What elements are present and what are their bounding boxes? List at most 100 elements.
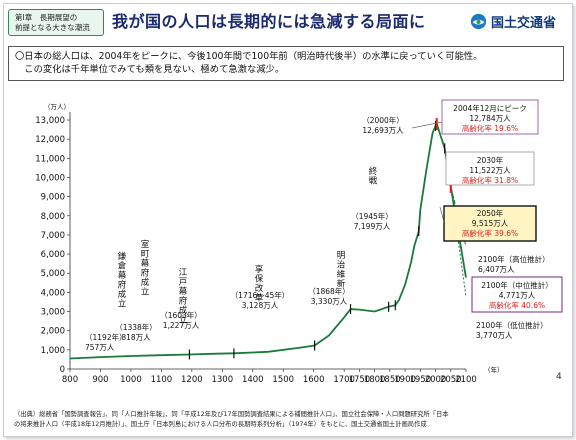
annotation-muromachi-label: 立	[141, 287, 150, 298]
annotation-edo-value: 1,227万人	[163, 321, 200, 330]
annotation-meiji-label: 明	[337, 251, 346, 261]
annotation-high-value: 6,407万人	[478, 265, 515, 274]
peak-box-text: 12,784万人	[469, 114, 511, 123]
logo-text: 国土交通省	[491, 16, 557, 31]
annotation-kyoho-value: 3,128万人	[242, 301, 279, 310]
summary-line2: この変化は千年単位でみても類を見ない、極めて急激な減少。	[15, 64, 285, 75]
chapter-badge: 第Ⅰ章 長期展望の 前提となる大きな潮流	[8, 9, 104, 36]
population-chart: 0 1,000 2,000 3,000 4,000 5,000 6,000 7,000 8,00…	[35, 99, 563, 385]
annotation-meiji-label: 新	[337, 279, 346, 290]
x-tick-label: 1700	[333, 375, 355, 385]
annotation-kamakura-label: 幕	[118, 270, 127, 281]
y-tick-label: 5,000	[41, 269, 65, 279]
summary-box: 〇日本の総人口は、2004年をピークに、今後100年間で100年前（明治時代後半…	[8, 46, 564, 81]
mlit-logo-icon	[470, 13, 487, 30]
chart-annotations: 鎌倉幕府成立（1192年）757万人室町幕府成立（1338年）818万人江戸幕府…	[85, 99, 563, 352]
annotation-kyoho-label: 保	[255, 274, 264, 285]
y-tick-label: 3,000	[41, 308, 65, 318]
x-tick-label: 1900	[394, 375, 416, 385]
annotation-kyoho-value: （1716～45年）	[231, 290, 290, 300]
p2050-box-text: 2050年	[477, 208, 504, 218]
page-title: 我が国の人口は長期的には急減する局面に	[112, 12, 426, 31]
annotation-kamakura-label: 鎌	[118, 251, 127, 262]
y-tick-label: 9,000	[41, 193, 65, 203]
peak-box-text: 高齢化率 19.6%	[462, 123, 518, 133]
annotation-kamakura-label: 成	[118, 289, 127, 300]
x-tick-label: 1200	[181, 375, 203, 385]
y-tick-label: 13,000	[35, 116, 65, 126]
x-tick-label: 2050	[440, 375, 462, 385]
annotation-edo-label: 成	[179, 305, 188, 316]
x-tick-label: 1400	[242, 375, 264, 385]
annotation-muromachi-label: 町	[141, 250, 150, 260]
annotation-shusen-value: （1945年）	[351, 211, 393, 221]
mid-box	[471, 276, 563, 313]
annotation-muromachi-label: 府	[141, 268, 150, 279]
p2050-box-text: 9,515万人	[472, 219, 509, 228]
footer-line2: の将来推計人口（平成18年12月推計）」、国土庁「日本列島における人口分布の長期…	[14, 421, 427, 428]
y-tick-label: 12,000	[35, 135, 65, 145]
x-tick-label: 1950	[409, 375, 431, 385]
peak-leader	[411, 121, 443, 129]
x-tick-label: 900	[92, 375, 108, 385]
annotation-kamakura-label: 倉	[118, 261, 127, 272]
y-tick-label: 7,000	[41, 231, 65, 241]
peak-box	[441, 99, 539, 135]
y-tick-label: 0	[60, 365, 65, 375]
p2050-box	[443, 205, 537, 242]
x-tick-label: 1800	[364, 375, 386, 385]
annotation-shusen-label: 戦	[369, 176, 378, 187]
annotation-high-value: 2100年（高位推計）	[478, 254, 550, 264]
x-tick-label: 2100	[455, 375, 477, 385]
annotation-kamakura-label: 府	[118, 280, 127, 291]
x-tick-label: 1000	[120, 375, 142, 385]
annotation-2000-value: （2000年）	[362, 115, 404, 125]
x-tick-label: 800	[62, 375, 78, 385]
annotation-2000-value: 12,693万人	[362, 126, 404, 135]
x-tick-label: 1600	[303, 375, 325, 385]
history-line	[69, 123, 438, 360]
annotation-muromachi-label: 幕	[141, 258, 150, 269]
x-tick-label: 1850	[379, 375, 401, 385]
chart-axes: 0 1,000 2,000 3,000 4,000 5,000 6,000 7,000 8,00…	[35, 103, 503, 385]
y-tick-label: 4,000	[41, 288, 65, 298]
x-axis-unit: （年）	[484, 365, 504, 374]
peak-box-text: 2004年12月にピーク	[453, 103, 527, 113]
page-number: 4	[556, 372, 562, 382]
annotation-edo-label: 府	[179, 296, 188, 307]
p2050-leader	[439, 206, 445, 223]
annotation-edo-label: 幕	[179, 286, 188, 297]
p2030-box-text: 高齢化率 31.8%	[462, 175, 518, 185]
p2030-box	[445, 151, 535, 186]
source-footer: （出典）総務省「国勢調査報告」、同「人口推計年報」、同「平成12年及び17年国勢…	[14, 410, 559, 430]
chapter-line1: 第Ⅰ章 長期展望の	[15, 13, 78, 22]
annotation-kyoho-label: 享	[255, 264, 264, 275]
x-tick-label: 1500	[272, 375, 294, 385]
chapter-line2: 前提となる大きな潮流	[15, 22, 90, 32]
x-tick-label: 1100	[151, 375, 173, 385]
annotation-kamakura-value: （1192年）	[85, 332, 127, 342]
annotation-muromachi-label: 室	[141, 239, 150, 250]
annotation-meiji-value: （1868年）	[308, 286, 350, 296]
y-tick-label: 6,000	[41, 250, 65, 260]
footer-line1: （出典）総務省「国勢調査報告」、同「人口推計年報」、同「平成12年及び17年国勢…	[14, 411, 449, 418]
y-tick-label: 8,000	[41, 212, 65, 222]
annotation-meiji-value: 3,330万人	[311, 297, 348, 306]
annotation-meiji-label: 維	[337, 269, 346, 280]
annotation-muromachi-value: 818万人	[121, 333, 151, 342]
annotation-low-value: 3,770万人	[476, 331, 513, 340]
annotation-meiji-label: 治	[337, 260, 346, 271]
annotation-edo-label: 立	[179, 315, 188, 326]
annotation-muromachi-label: 成	[141, 277, 150, 288]
x-tick-label: 1300	[211, 375, 233, 385]
annotation-low-value: 2100年（低位推計）	[476, 320, 548, 330]
p2030-box-text: 11,522万人	[469, 166, 511, 175]
annotation-kyoho-label: 改	[255, 283, 264, 294]
y-tick-label: 1,000	[41, 346, 65, 356]
x-tick-label: 2000	[425, 375, 447, 385]
annotation-kamakura-label: 立	[118, 299, 127, 310]
annotation-kyoho-label: 革	[255, 293, 264, 304]
annotation-edo-label: 江	[179, 268, 188, 278]
mid-box-text: 4,771万人	[499, 291, 536, 300]
summary-line1: 〇日本の総人口は、2004年をピークに、今後100年間で100年前（明治時代後半…	[15, 51, 483, 62]
